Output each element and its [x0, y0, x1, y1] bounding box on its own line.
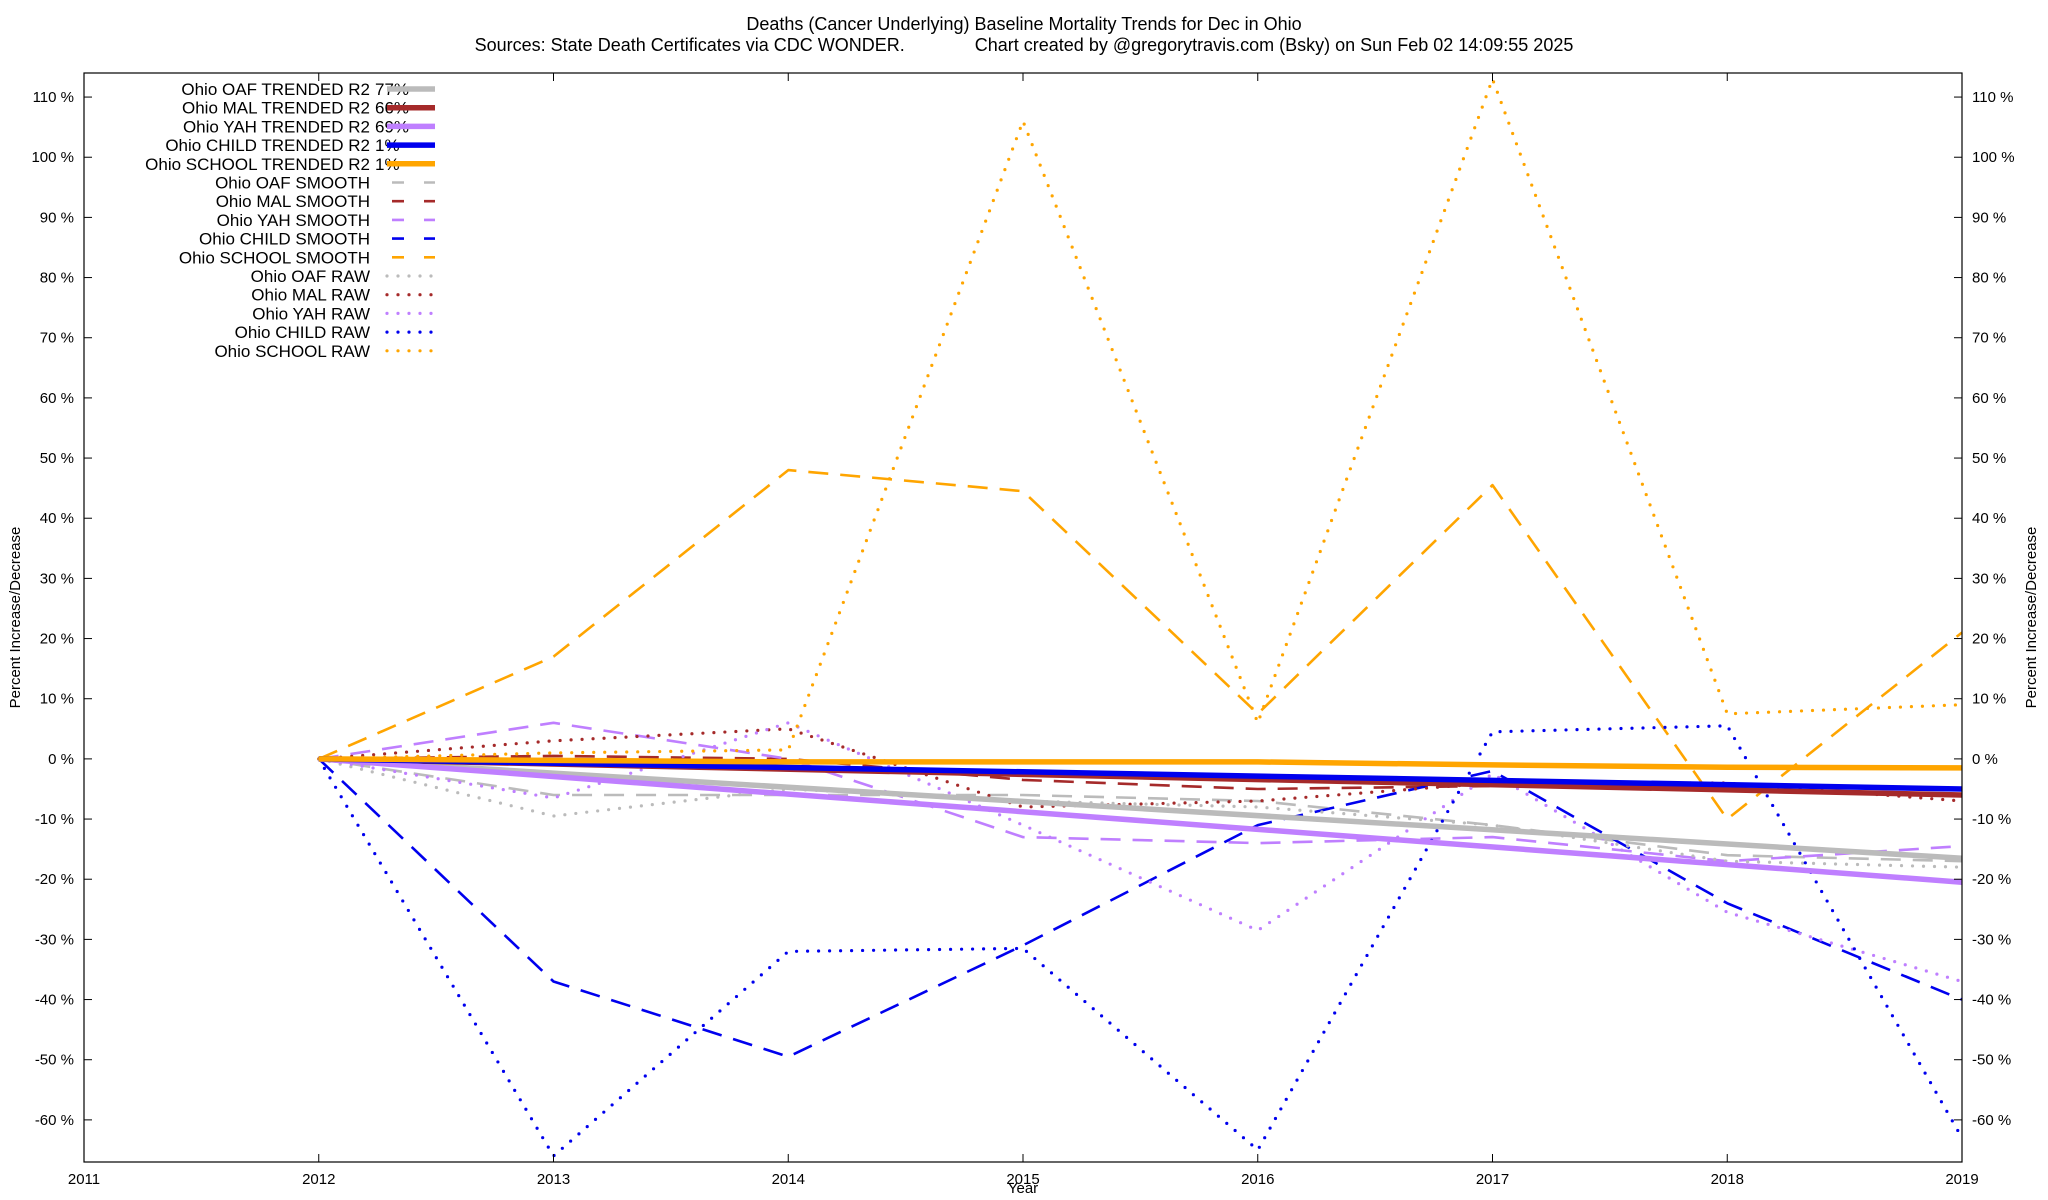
y-tick-label-left: 50 % [40, 450, 74, 467]
legend-label: Ohio CHILD TRENDED R2 [165, 136, 370, 155]
y-tick-label-left: 40 % [40, 510, 74, 527]
y-tick-label-left: 80 % [40, 270, 74, 287]
y-tick-label-right: -50 % [1972, 1052, 2011, 1069]
legend-label: Ohio MAL RAW [251, 286, 370, 305]
y-tick-label-left: -60 % [35, 1112, 74, 1129]
y-tick-label-left: 110 % [33, 89, 74, 106]
series-line-ohio-yah-trended-r2 [318, 756, 1963, 885]
legend-label: Ohio SCHOOL TRENDED R2 [145, 155, 370, 174]
chart-subtitle: Sources: State Death Certificates via CD… [475, 35, 1574, 55]
y-tick-label-right: 10 % [1972, 691, 2006, 708]
series-line-ohio-child-raw [317, 724, 1964, 1158]
series-line-ohio-school-raw [317, 77, 1964, 761]
x-tick-label: 2015 [1006, 1171, 1039, 1188]
series-layer [317, 77, 1964, 1158]
x-tick-label: 2017 [1476, 1171, 1509, 1188]
legend-label: Ohio OAF RAW [251, 267, 370, 286]
y-tick-label-right: 0 % [1972, 751, 1998, 768]
y-tick-label-right: -20 % [1972, 871, 2011, 888]
legend: Ohio OAF TRENDED R2 77%Ohio MAL TRENDED R… [145, 80, 437, 361]
series-line-ohio-yah-smooth [318, 721, 1963, 863]
series-line-ohio-mal-smooth [318, 754, 1963, 797]
y-tick-label-right: 70 % [1972, 330, 2006, 347]
y-tick-label-left: 60 % [40, 390, 74, 407]
axis-ticks: 110 % 110 % 100 % 100 % 90 % 90 % 80 % 80 % 70 %… [31, 73, 2015, 1188]
y-tick-label-right: -40 % [1972, 992, 2011, 1009]
legend-label: Ohio SCHOOL RAW [214, 342, 370, 361]
x-axis-label: Year [1008, 1180, 1038, 1197]
series-line-ohio-mal-raw [317, 727, 1964, 809]
y-tick-label-right: -60 % [1972, 1112, 2011, 1129]
y-tick-label-left: 70 % [40, 330, 74, 347]
y-tick-label-left: 90 % [40, 209, 74, 226]
x-tick-label: 2018 [1711, 1171, 1744, 1188]
series-line-ohio-school-trended-r2 [318, 756, 1963, 771]
y-tick-label-right: 110 % [1972, 89, 2013, 106]
y-tick-label-right: 100 % [1972, 149, 2015, 166]
series-line-ohio-yah-raw [317, 721, 1964, 984]
legend-label: Ohio CHILD RAW [235, 323, 370, 342]
y-tick-label-left: 20 % [40, 631, 74, 648]
y-tick-label-right: 80 % [1972, 270, 2006, 287]
legend-label: Ohio YAH TRENDED R2 [183, 117, 370, 136]
y-tick-label-right: 20 % [1972, 631, 2006, 648]
y-tick-label-left: -50 % [35, 1052, 74, 1069]
y-tick-label-right: 40 % [1972, 510, 2006, 527]
series-line-ohio-child-trended-r2 [318, 756, 1963, 792]
legend-label: Ohio SCHOOL SMOOTH [179, 248, 370, 267]
y-tick-label-left: 100 % [31, 149, 74, 166]
y-tick-label-left: -10 % [35, 811, 74, 828]
y-tick-label-left: 10 % [40, 691, 74, 708]
series-line-ohio-child-smooth [317, 757, 1963, 1058]
legend-label: Ohio OAF SMOOTH [215, 174, 370, 193]
legend-label: Ohio MAL TRENDED R2 [182, 99, 370, 118]
x-tick-label: 2014 [772, 1171, 805, 1188]
legend-label: Ohio OAF TRENDED R2 [181, 80, 370, 99]
legend-label: Ohio CHILD SMOOTH [199, 230, 370, 249]
y-tick-label-left: 30 % [40, 570, 74, 587]
y-tick-label-right: 30 % [1972, 570, 2006, 587]
y-axis-label-left: Percent Increase/Decrease [7, 527, 24, 709]
y-tick-label-right: 90 % [1972, 209, 2006, 226]
x-tick-label: 2019 [1945, 1171, 1978, 1188]
x-tick-label: 2011 [68, 1171, 100, 1188]
x-tick-label: 2016 [1241, 1171, 1274, 1188]
legend-label: Ohio YAH SMOOTH [217, 211, 370, 230]
y-axis-label-right: Percent Increase/Decrease [2023, 527, 2040, 709]
y-tick-label-left: 0 % [48, 751, 74, 768]
y-tick-label-left: -20 % [35, 871, 74, 888]
y-tick-label-right: -10 % [1972, 811, 2011, 828]
x-tick-label: 2013 [537, 1171, 570, 1188]
x-tick-label: 2012 [302, 1171, 335, 1188]
legend-label: Ohio MAL SMOOTH [216, 192, 370, 211]
y-tick-label-right: 60 % [1972, 390, 2006, 407]
series-line-ohio-oaf-trended-r2 [318, 756, 1963, 861]
legend-label: Ohio YAH RAW [252, 304, 370, 323]
chart-title: Deaths (Cancer Underlying) Baseline Mort… [746, 14, 1301, 34]
y-tick-label-right: 50 % [1972, 450, 2006, 467]
series-line-ohio-school-smooth [318, 468, 1963, 821]
y-tick-label-left: -40 % [35, 992, 74, 1009]
y-tick-label-left: -30 % [35, 931, 74, 948]
y-tick-label-right: -30 % [1972, 931, 2011, 948]
